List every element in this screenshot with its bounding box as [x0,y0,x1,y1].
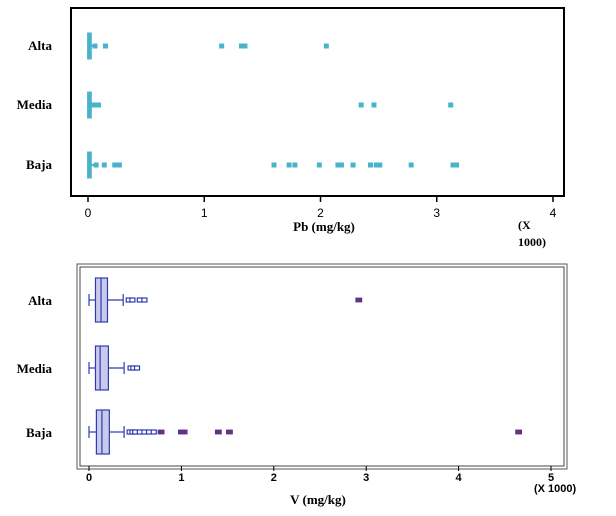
pb-outlier-baja-2 [112,162,118,168]
pb-outlier-baja-8 [335,162,341,168]
pb-outlier-baja-6 [292,162,298,168]
pb-plot-frame [70,7,565,197]
pb-outlier-baja-16 [454,162,460,168]
v-far-outlier-baja-2 [180,429,188,435]
pb-outlier-baja-0 [93,162,99,168]
pb-outlier-media-3 [371,102,377,108]
v-outlier-baja-6 [150,429,157,435]
v-outlier-media-2 [133,365,141,371]
pb-outlier-media-4 [448,102,454,108]
v-outlier-alta-1 [129,297,136,303]
pb-x-tick-label-3: 3 [433,206,440,220]
pb-boxplot-chart: Alta Media Baja 0 1 2 3 4 Pb (mg/kg) (X 1000) [17,7,565,249]
v-far-outlier-baja-3 [214,429,222,435]
pb-x-axis-label: Pb (mg/kg) [293,219,355,234]
pb-outlier-baja-9 [338,162,344,168]
pb-category-label-baja: Baja [26,157,53,172]
pb-outlier-baja-13 [377,162,383,168]
pb-outlier-baja-4 [271,162,277,168]
v-x-axis-label: V (mg/kg) [290,492,346,507]
v-x-tick-label-3: 3 [363,472,369,484]
pb-outlier-alta-4 [242,43,248,49]
v-category-label-alta: Alta [28,293,52,308]
pb-x-tick-label-2: 2 [317,206,324,220]
v-x-tick-label-5: 5 [548,472,554,484]
v-x-tick-label-2: 2 [271,472,277,484]
pb-outlier-alta-5 [323,43,329,49]
v-x-tick-label-4: 4 [456,472,463,484]
pb-outlier-baja-7 [316,162,322,168]
pb-x-multiplier-line2: 1000) [518,235,546,249]
pb-outlier-baja-12 [373,162,379,168]
v-x-tick-label-1: 1 [178,472,184,484]
pb-outlier-alta-2 [219,43,225,49]
v-box-media [94,345,110,391]
pb-category-label-alta: Alta [28,38,52,53]
pb-outlier-alta-3 [238,43,244,49]
pb-x-tick-label-1: 1 [201,206,208,220]
pb-outlier-baja-15 [450,162,456,168]
v-far-outlier-baja-4 [226,429,233,435]
v-plot-frame [76,263,568,470]
v-category-label-media: Media [17,361,53,376]
pb-outlier-baja-3 [116,162,122,168]
v-far-outlier-baja-5 [515,429,523,435]
v-boxplot-chart: Alta Media Baja 0 1 2 3 4 5 V (mg/kg) (X 1000) [17,263,577,507]
pb-outlier-baja-5 [286,162,292,168]
pb-x-tick-label-4: 4 [550,206,557,220]
pb-x-multiplier-line1: (X [518,218,531,232]
pb-outlier-baja-14 [408,162,414,168]
pb-outlier-baja-11 [367,162,373,168]
pb-outlier-baja-1 [101,162,107,168]
v-far-outlier-baja-0 [157,429,165,435]
v-box-baja [95,409,110,455]
v-plot-inner-frame [79,266,565,467]
v-x-multiplier-label: (X 1000) [534,483,577,495]
pb-x-tick-label-0: 0 [85,206,92,220]
pb-outlier-alta-0 [92,43,98,49]
v-outlier-alta-3 [141,297,148,303]
pb-outlier-media-2 [358,102,364,108]
pb-outlier-media-1 [95,102,101,108]
v-category-label-baja: Baja [26,425,53,440]
pb-outlier-baja-10 [350,162,356,168]
pb-outlier-alta-1 [102,43,108,49]
pb-outlier-media-0 [91,102,97,108]
v-x-tick-label-0: 0 [86,472,92,484]
v-far-outlier-alta-0 [355,297,363,303]
pb-category-label-media: Media [17,97,53,112]
